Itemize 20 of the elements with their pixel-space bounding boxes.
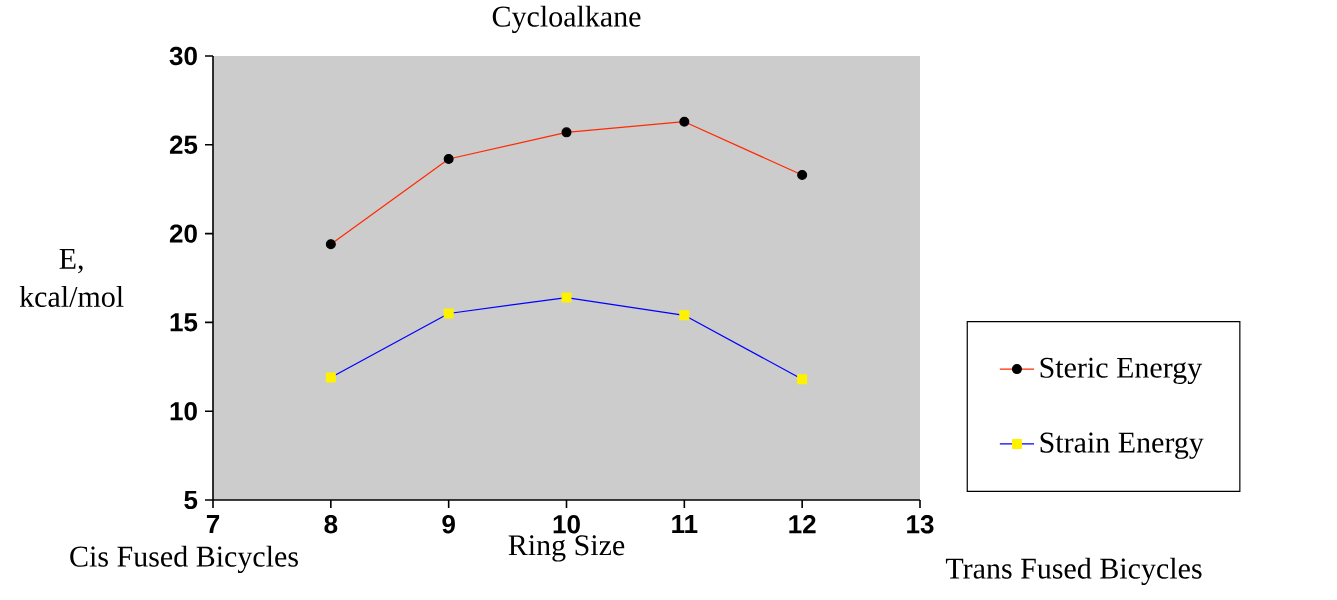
text: Trans Fused Bicycles: [945, 557, 1202, 585]
chart-title: Cycloalkane: [492, 5, 641, 33]
x-tick-label: 11: [672, 515, 698, 533]
y-tick-label: 20: [169, 224, 197, 243]
x-axis-title: Ring Size: [508, 535, 625, 562]
y-tick-label: 10: [170, 401, 197, 421]
y-tick-label: 15: [170, 313, 198, 332]
text: Cis Fused Bicycles: [70, 545, 298, 573]
x-tick-label: 8: [324, 515, 338, 534]
legend-label: Strain Energy: [1040, 432, 1204, 459]
y-tick-label: 25: [169, 135, 198, 154]
x-tick-label: 13: [907, 515, 934, 534]
legend-label: Steric Energy: [1040, 357, 1203, 384]
y-tick-label: 5: [184, 490, 198, 510]
x-tick-label: 10: [553, 515, 580, 534]
y-tick-label: 30: [169, 46, 197, 66]
x-tick-label: 12: [789, 515, 816, 534]
x-tick-label: 9: [442, 515, 455, 534]
x-tick-label: 7: [206, 515, 220, 533]
y-axis-title: E, kcal/mol: [19, 249, 124, 307]
